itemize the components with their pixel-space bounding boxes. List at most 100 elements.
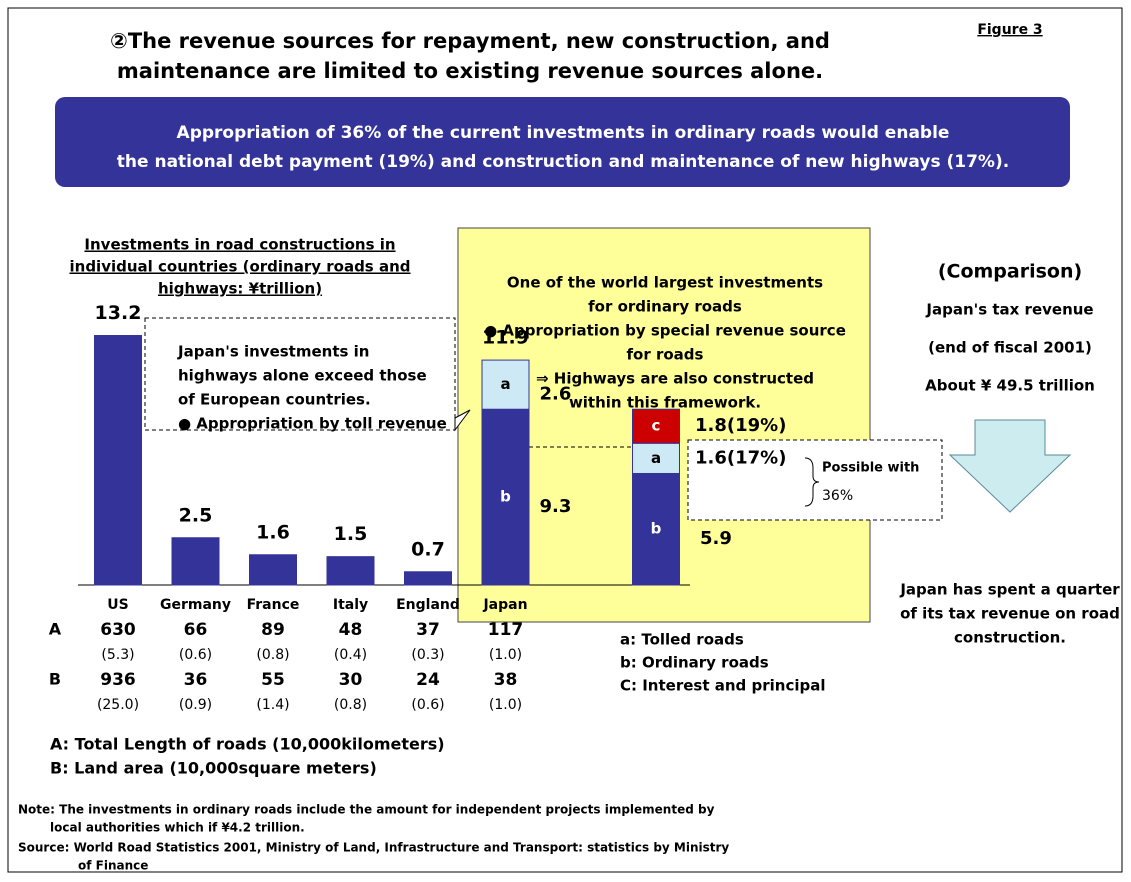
comparison: (end of fiscal 2001)	[928, 339, 1092, 357]
table-value: 30	[339, 670, 363, 690]
total-label: 11.9	[482, 327, 529, 349]
bar-segment	[632, 472, 680, 586]
breakdown-note: 36%	[822, 488, 853, 504]
callout-text: of European countries.	[178, 391, 371, 409]
row-label: A	[49, 620, 62, 639]
segment-letter: b	[651, 520, 662, 538]
yellow-text: ● Appropriation by special revenue sourc…	[484, 322, 846, 340]
table-ratio: (0.3)	[411, 647, 444, 663]
bar	[481, 359, 530, 410]
table-ratio: (0.6)	[179, 647, 212, 663]
footnote: A: Total Length of roads (10,000kilomete…	[50, 735, 445, 754]
yellow-text: One of the world largest investments	[507, 274, 823, 292]
banner-text: the national debt payment (19%) and cons…	[117, 152, 1009, 172]
value-label: 2.5	[179, 504, 213, 526]
breakdown-box	[687, 439, 943, 521]
banner-box	[55, 97, 1070, 187]
segment-letter: b	[500, 488, 511, 506]
bar	[249, 554, 297, 586]
arrow	[948, 419, 1072, 513]
x-tick-label: Japan	[482, 597, 527, 613]
value-label: 1.8(19%)	[695, 415, 786, 436]
bar-segment	[632, 408, 680, 444]
table-value: 36	[184, 670, 208, 690]
chart-title: individual countries (ordinary roads and	[70, 258, 411, 276]
frame	[7, 7, 1123, 873]
table-value: 55	[261, 670, 285, 690]
row-label: B	[49, 670, 61, 689]
bar	[326, 556, 375, 586]
table-value: 630	[100, 620, 136, 640]
value-label: 13.2	[95, 302, 142, 324]
segment-letter: a	[500, 375, 510, 393]
source: Source: World Road Statistics 2001, Mini…	[18, 841, 729, 855]
banner-text: Appropriation of 36% of the current inve…	[177, 123, 950, 143]
value-label: 1.6	[256, 521, 290, 543]
source: of Finance	[78, 859, 148, 873]
bar	[404, 571, 452, 586]
table-value: 89	[261, 620, 285, 640]
figure-label: Figure 3	[977, 22, 1042, 38]
callout-box	[144, 317, 456, 431]
legend-item: C: Interest and principal	[620, 677, 825, 695]
table-value: 66	[184, 620, 208, 640]
legend-item: a: Tolled roads	[620, 631, 744, 649]
conclusion: of its tax revenue on road	[900, 605, 1120, 623]
table-ratio: (0.8)	[256, 647, 289, 663]
bar	[481, 408, 530, 586]
chart-title: Investments in road constructions in	[84, 236, 395, 254]
brace	[804, 457, 820, 507]
yellow-text: within this framework.	[569, 394, 761, 412]
table-ratio: (1.0)	[489, 697, 522, 713]
heading: ②The revenue sources for repayment, new …	[110, 29, 830, 53]
x-tick-label: England	[396, 597, 460, 613]
bar	[94, 335, 142, 586]
x-tick-label: Italy	[333, 597, 368, 613]
value-label: 2.6	[540, 384, 572, 405]
note: local authorities which if ¥4.2 trillion…	[50, 821, 305, 835]
table-value: 936	[100, 670, 136, 690]
conclusion: Japan has spent a quarter	[899, 581, 1120, 599]
bar-segment	[632, 442, 680, 474]
table-value: 37	[416, 620, 440, 640]
callout-pointer	[454, 409, 471, 432]
conclusion: construction.	[954, 629, 1066, 647]
chart-title: highways: ¥trillion)	[158, 280, 322, 298]
comparison: Japan's tax revenue	[925, 301, 1093, 319]
x-tick-label: Germany	[160, 597, 231, 613]
segment-letter: a	[651, 449, 661, 467]
value-label: 9.3	[540, 496, 572, 517]
yellow-text: ⇒ Highways are also constructed	[536, 370, 814, 388]
footnote: B: Land area (10,000square meters)	[50, 759, 377, 778]
table-value: 24	[416, 670, 440, 690]
x-tick-label: France	[247, 597, 300, 613]
table-value: 117	[488, 620, 524, 640]
yellow-text: for ordinary roads	[588, 298, 742, 316]
bar	[171, 537, 220, 586]
callout-text: highways alone exceed those	[178, 367, 427, 385]
table-value: 48	[339, 620, 363, 640]
note: Note: The investments in ordinary roads …	[18, 803, 715, 817]
table-ratio: (25.0)	[97, 697, 139, 713]
yellow-text: for roads	[627, 346, 704, 364]
callout-text: ● Appropriation by toll revenue	[178, 415, 447, 433]
table-ratio: (1.0)	[489, 647, 522, 663]
table-ratio: (0.8)	[334, 697, 367, 713]
callout-text: Japan's investments in	[177, 343, 369, 361]
comparison: (Comparison)	[938, 261, 1082, 283]
segment-letter: c	[652, 417, 661, 435]
legend-item: b: Ordinary roads	[620, 654, 769, 672]
table-ratio: (0.9)	[179, 697, 212, 713]
comparison: About ¥ 49.5 trillion	[925, 377, 1095, 395]
table-ratio: (0.4)	[334, 647, 367, 663]
value-label: 1.6(17%)	[695, 447, 786, 468]
table-value: 38	[494, 670, 518, 690]
value-label: 0.7	[411, 538, 445, 560]
breakdown-note: Possible with	[822, 461, 919, 476]
value-label: 1.5	[334, 523, 368, 545]
table-ratio: (0.6)	[411, 697, 444, 713]
table-ratio: (5.3)	[101, 647, 134, 663]
value-label: 5.9	[700, 528, 732, 549]
x-tick-label: US	[107, 597, 128, 613]
